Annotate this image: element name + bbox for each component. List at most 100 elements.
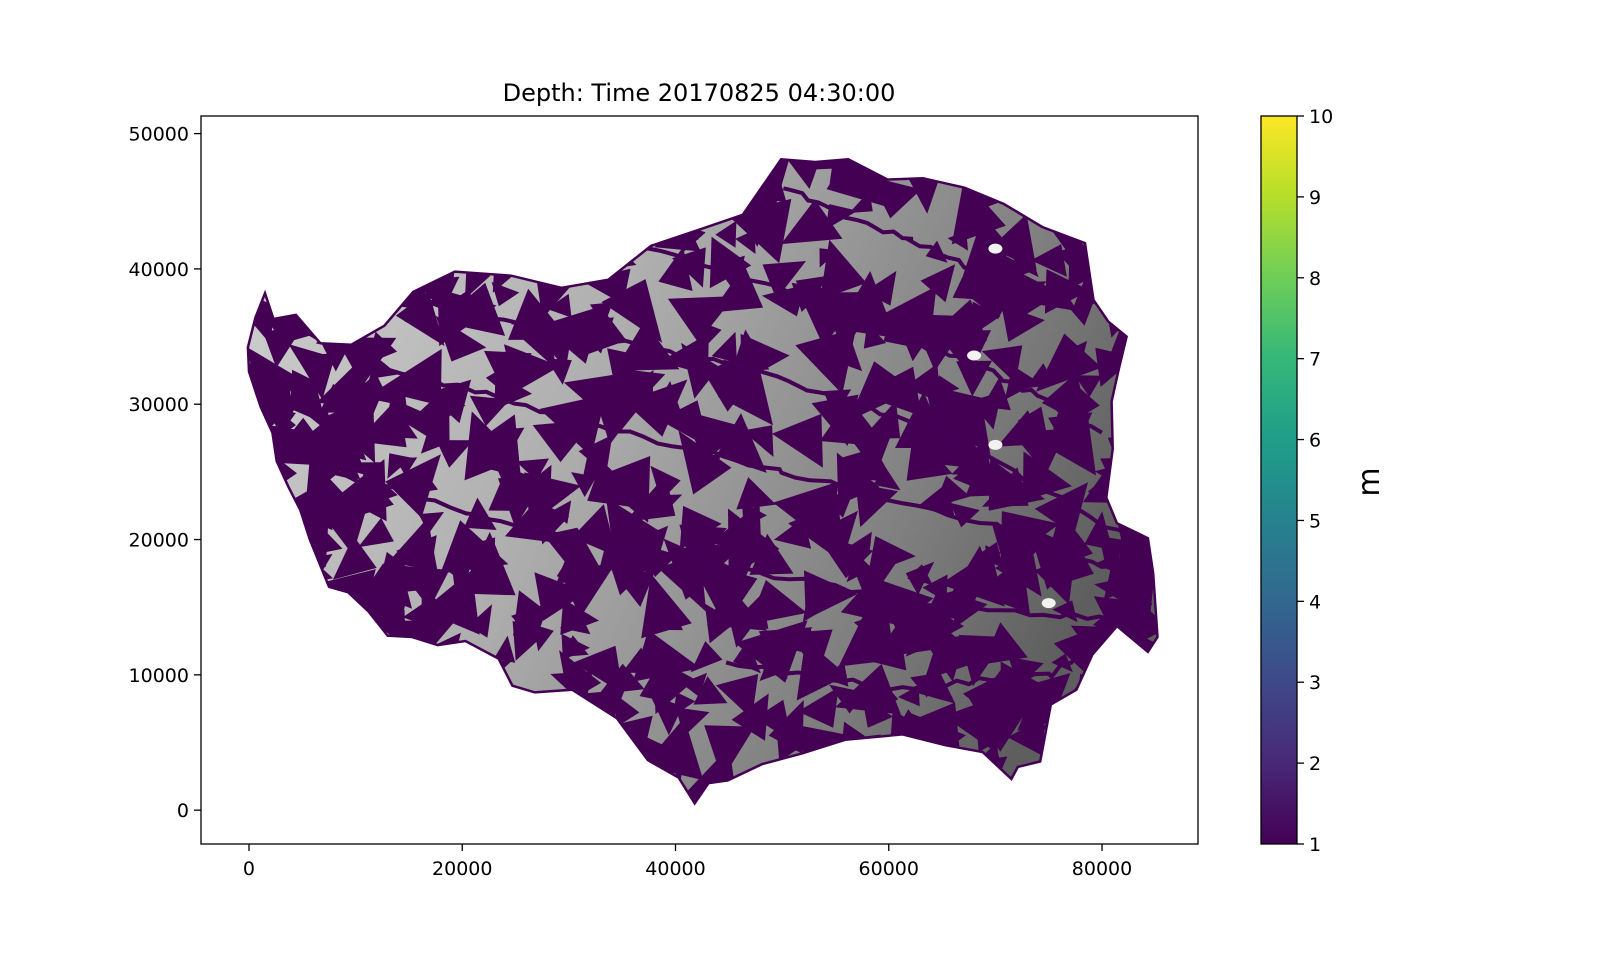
depth-cell — [562, 635, 589, 657]
depth-cell — [170, 833, 227, 881]
depth-cell — [829, 773, 858, 801]
depth-cell — [255, 576, 276, 595]
depth-cell — [288, 831, 333, 888]
depth-cell — [390, 273, 410, 296]
depth-cell — [838, 770, 892, 804]
depth-cell — [444, 661, 482, 700]
depth-cell — [247, 646, 272, 675]
colorbar-tick-label: 6 — [1309, 430, 1321, 452]
depth-cell — [201, 262, 222, 291]
depth-cell — [258, 159, 319, 207]
depth-cell — [579, 215, 616, 246]
depth-cell — [730, 622, 751, 648]
depth-cell — [1123, 753, 1158, 797]
depth-cell — [926, 793, 953, 804]
depth-cell — [1077, 707, 1098, 731]
depth-cell — [1131, 206, 1158, 237]
axes-frame — [200, 115, 1199, 845]
depth-cell — [345, 712, 405, 762]
depth-cell — [247, 786, 267, 804]
depth-cell — [1166, 607, 1200, 643]
depth-cell — [454, 221, 501, 268]
depth-cell — [414, 108, 437, 134]
depth-cell — [385, 159, 449, 204]
depth-cell — [534, 780, 580, 804]
depth-cell — [1107, 434, 1149, 476]
depth-cell — [771, 413, 823, 468]
depth-cell — [247, 634, 296, 687]
depth-cell — [741, 130, 764, 156]
y-axis: 0 10000 20000 30000 40000 50000 — [129, 124, 201, 822]
depth-cell — [1066, 159, 1119, 183]
depth-cell — [247, 159, 251, 204]
depth-cell — [851, 122, 873, 142]
depth-cell — [633, 629, 701, 682]
depth-cell — [888, 775, 915, 804]
depth-cell — [976, 723, 1004, 753]
depth-cell — [491, 282, 520, 307]
depth-cell — [734, 620, 808, 683]
depth-cell — [263, 326, 303, 368]
depth-cell — [742, 425, 774, 457]
depth-cell — [247, 467, 262, 528]
depth-cell — [786, 114, 818, 153]
depth-cell — [268, 761, 334, 804]
depth-cell — [468, 604, 493, 638]
depth-cell — [506, 106, 555, 158]
depth-cell — [294, 186, 324, 225]
depth-cell — [1169, 447, 1206, 484]
depth-cell — [477, 236, 501, 265]
depth-cell — [1090, 804, 1111, 828]
depth-cell — [816, 534, 874, 579]
depth-cell — [951, 592, 988, 628]
depth-cell — [577, 807, 634, 863]
depth-cell — [214, 515, 237, 535]
depth-cell — [421, 708, 455, 736]
flow-channel — [332, 470, 1144, 624]
depth-cell — [840, 571, 898, 626]
depth-cell — [1179, 436, 1205, 467]
depth-cell — [567, 197, 616, 237]
depth-cell — [913, 598, 965, 652]
depth-cell — [1084, 729, 1151, 791]
depth-cell — [422, 570, 480, 635]
depth-cell — [298, 796, 364, 804]
colorbar-tick-label: 4 — [1309, 591, 1321, 613]
colorbar-label: m — [1352, 467, 1387, 496]
depth-cell — [593, 456, 651, 523]
depth-cell — [956, 360, 993, 397]
depth-cell — [440, 716, 476, 760]
y-tick-label: 30000 — [129, 394, 189, 416]
depth-cell — [1181, 331, 1221, 366]
depth-cell — [927, 749, 957, 792]
depth-cell — [414, 464, 438, 494]
depth-cell — [274, 189, 313, 228]
depth-cell — [970, 391, 1002, 430]
depth-cell — [1046, 159, 1093, 186]
depth-cell — [287, 112, 321, 154]
depth-cell — [484, 159, 529, 209]
depth-cell — [949, 502, 980, 528]
depth-cell — [580, 159, 631, 207]
depth-cell — [863, 323, 887, 349]
depth-cell — [256, 210, 308, 261]
depth-cell — [1031, 174, 1071, 213]
depth-cell — [711, 827, 762, 891]
depth-cell — [352, 807, 391, 846]
depth-cell — [693, 676, 728, 705]
depth-cell — [301, 719, 351, 771]
depth-cell — [426, 655, 485, 712]
depth-cell — [598, 663, 645, 695]
depth-cell — [200, 610, 232, 640]
depth-cell — [247, 169, 270, 217]
depth-cell — [715, 674, 759, 719]
depth-cell — [1183, 160, 1209, 192]
depth-cell — [299, 271, 369, 321]
depth-cell — [868, 623, 907, 671]
depth-cell — [545, 183, 584, 244]
depth-cell — [514, 711, 562, 772]
depth-cell — [692, 453, 721, 475]
depth-cell — [997, 830, 1024, 854]
depth-cell — [1053, 136, 1076, 156]
depth-cell — [247, 500, 258, 524]
